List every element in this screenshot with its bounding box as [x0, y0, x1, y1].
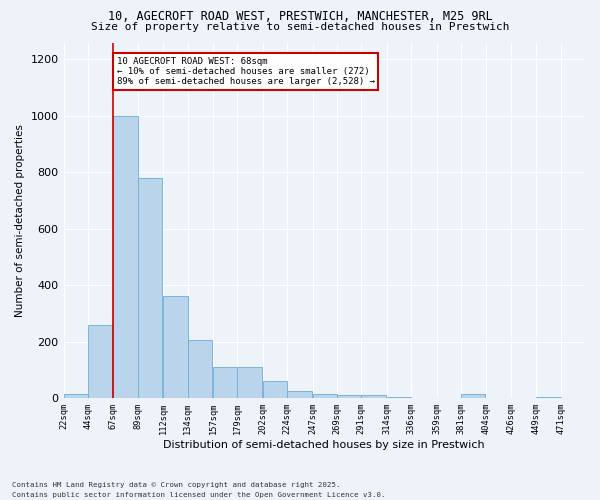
Bar	[536, 396, 560, 398]
Bar	[64, 394, 88, 398]
Y-axis label: Number of semi-detached properties: Number of semi-detached properties	[15, 124, 25, 316]
Bar	[361, 396, 386, 398]
Bar	[188, 340, 212, 398]
Bar	[263, 381, 287, 398]
Text: 10, AGECROFT ROAD WEST, PRESTWICH, MANCHESTER, M25 9RL: 10, AGECROFT ROAD WEST, PRESTWICH, MANCH…	[107, 10, 493, 23]
Bar	[287, 391, 311, 398]
Bar	[387, 396, 411, 398]
Text: Contains HM Land Registry data © Crown copyright and database right 2025.: Contains HM Land Registry data © Crown c…	[12, 482, 341, 488]
Bar	[461, 394, 485, 398]
X-axis label: Distribution of semi-detached houses by size in Prestwich: Distribution of semi-detached houses by …	[163, 440, 485, 450]
Text: 10 AGECROFT ROAD WEST: 68sqm
← 10% of semi-detached houses are smaller (272)
89%: 10 AGECROFT ROAD WEST: 68sqm ← 10% of se…	[116, 56, 374, 86]
Bar	[113, 116, 138, 398]
Bar	[337, 396, 361, 398]
Bar	[313, 394, 337, 398]
Bar	[138, 178, 162, 398]
Bar	[213, 367, 238, 398]
Bar	[88, 324, 112, 398]
Text: Size of property relative to semi-detached houses in Prestwich: Size of property relative to semi-detach…	[91, 22, 509, 32]
Text: Contains public sector information licensed under the Open Government Licence v3: Contains public sector information licen…	[12, 492, 386, 498]
Bar	[238, 367, 262, 398]
Bar	[163, 296, 188, 398]
